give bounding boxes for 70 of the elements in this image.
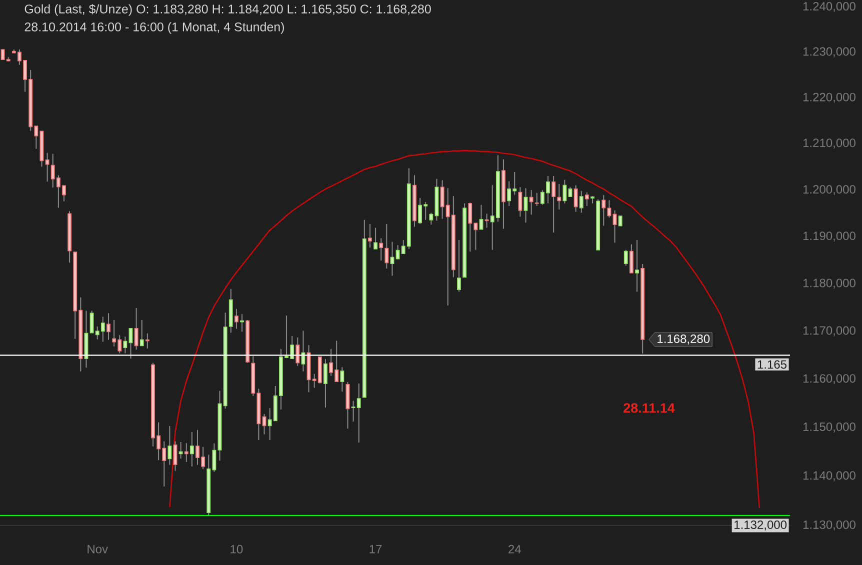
ref-line-label: 1.132,000	[734, 520, 787, 530]
y-tick-label: 1.140,000	[803, 471, 856, 482]
y-tick-label: 1.200,000	[803, 185, 856, 196]
candlestick	[173, 440, 178, 472]
candlestick	[524, 188, 528, 224]
candlestick	[379, 238, 384, 262]
y-tick-label: 1.190,000	[803, 232, 856, 242]
candlestick	[518, 186, 522, 218]
candlestick	[134, 307, 138, 350]
candlestick	[390, 241, 394, 276]
candlestick	[607, 200, 612, 218]
annotation: 1.168,280	[658, 334, 710, 344]
y-tick-label: 1.230,000	[803, 47, 856, 58]
candlestick	[140, 319, 144, 346]
candlestick	[568, 186, 572, 198]
candlestick	[0, 49, 5, 60]
candlestick	[106, 312, 110, 340]
candlestick	[484, 213, 489, 228]
candlestick	[123, 336, 128, 354]
candlestick	[128, 328, 133, 360]
x-tick-label: 10	[230, 544, 243, 554]
candlestick	[635, 240, 639, 292]
candlestick	[557, 183, 562, 210]
candlestick	[552, 176, 556, 234]
candlestick	[618, 216, 622, 226]
candlestick	[384, 223, 389, 270]
candlestick	[630, 244, 634, 274]
candlestick	[579, 190, 584, 214]
candlestick	[429, 212, 434, 226]
candlestick	[234, 308, 238, 330]
candlestick	[184, 442, 188, 463]
candlestick	[457, 240, 461, 292]
annotation: 28.11.14	[624, 403, 675, 413]
y-tick-label: 1.220,000	[803, 92, 856, 103]
candlestick	[178, 441, 183, 460]
candlestick	[374, 227, 378, 250]
candlestick	[440, 180, 444, 220]
candlestick	[340, 366, 344, 392]
ref-line-label: 1.165	[758, 360, 786, 369]
text: 28.10.2014 16:00 - 16:00 (1 Monat, 4 Stunden)	[24, 22, 284, 34]
x-tick-label: Nov	[88, 544, 108, 554]
x-tick-label: 24	[508, 544, 521, 554]
candlestick	[602, 194, 606, 226]
y-tick-label: 1.170,000	[803, 326, 856, 336]
y-tick-label: 1.150,000	[803, 422, 856, 432]
x-tick-label: 17	[370, 544, 382, 554]
candlestick	[168, 426, 172, 466]
candlestick	[534, 192, 539, 206]
candlestick	[368, 223, 372, 248]
candlestick	[529, 190, 534, 216]
candlestick	[612, 210, 617, 244]
candlestick	[324, 358, 328, 408]
chart-title: Gold (Last, $/Unze) O: 1.183,280 H: 1.184,200 L: 1.165,350 C: 1.168,280	[24, 4, 431, 16]
candlestick	[624, 249, 628, 266]
y-tick-label: 1.210,000	[803, 138, 856, 149]
candlestick	[562, 179, 567, 204]
candlestick	[240, 314, 244, 332]
candlestick	[574, 184, 578, 212]
y-tick-label: 1.130,000	[803, 520, 856, 530]
y-tick-label: 1.240,000	[803, 2, 856, 12]
y-tick-label: 1.160,000	[803, 374, 856, 384]
candlestick	[45, 152, 50, 182]
candlestick	[584, 192, 589, 206]
candlestick	[190, 431, 194, 467]
candlestick	[356, 383, 361, 444]
y-tick-label: 1.180,000	[803, 278, 856, 289]
candlestick	[296, 336, 300, 366]
candlestick	[145, 332, 150, 349]
candlestick	[351, 400, 356, 422]
candlestick	[90, 310, 94, 334]
